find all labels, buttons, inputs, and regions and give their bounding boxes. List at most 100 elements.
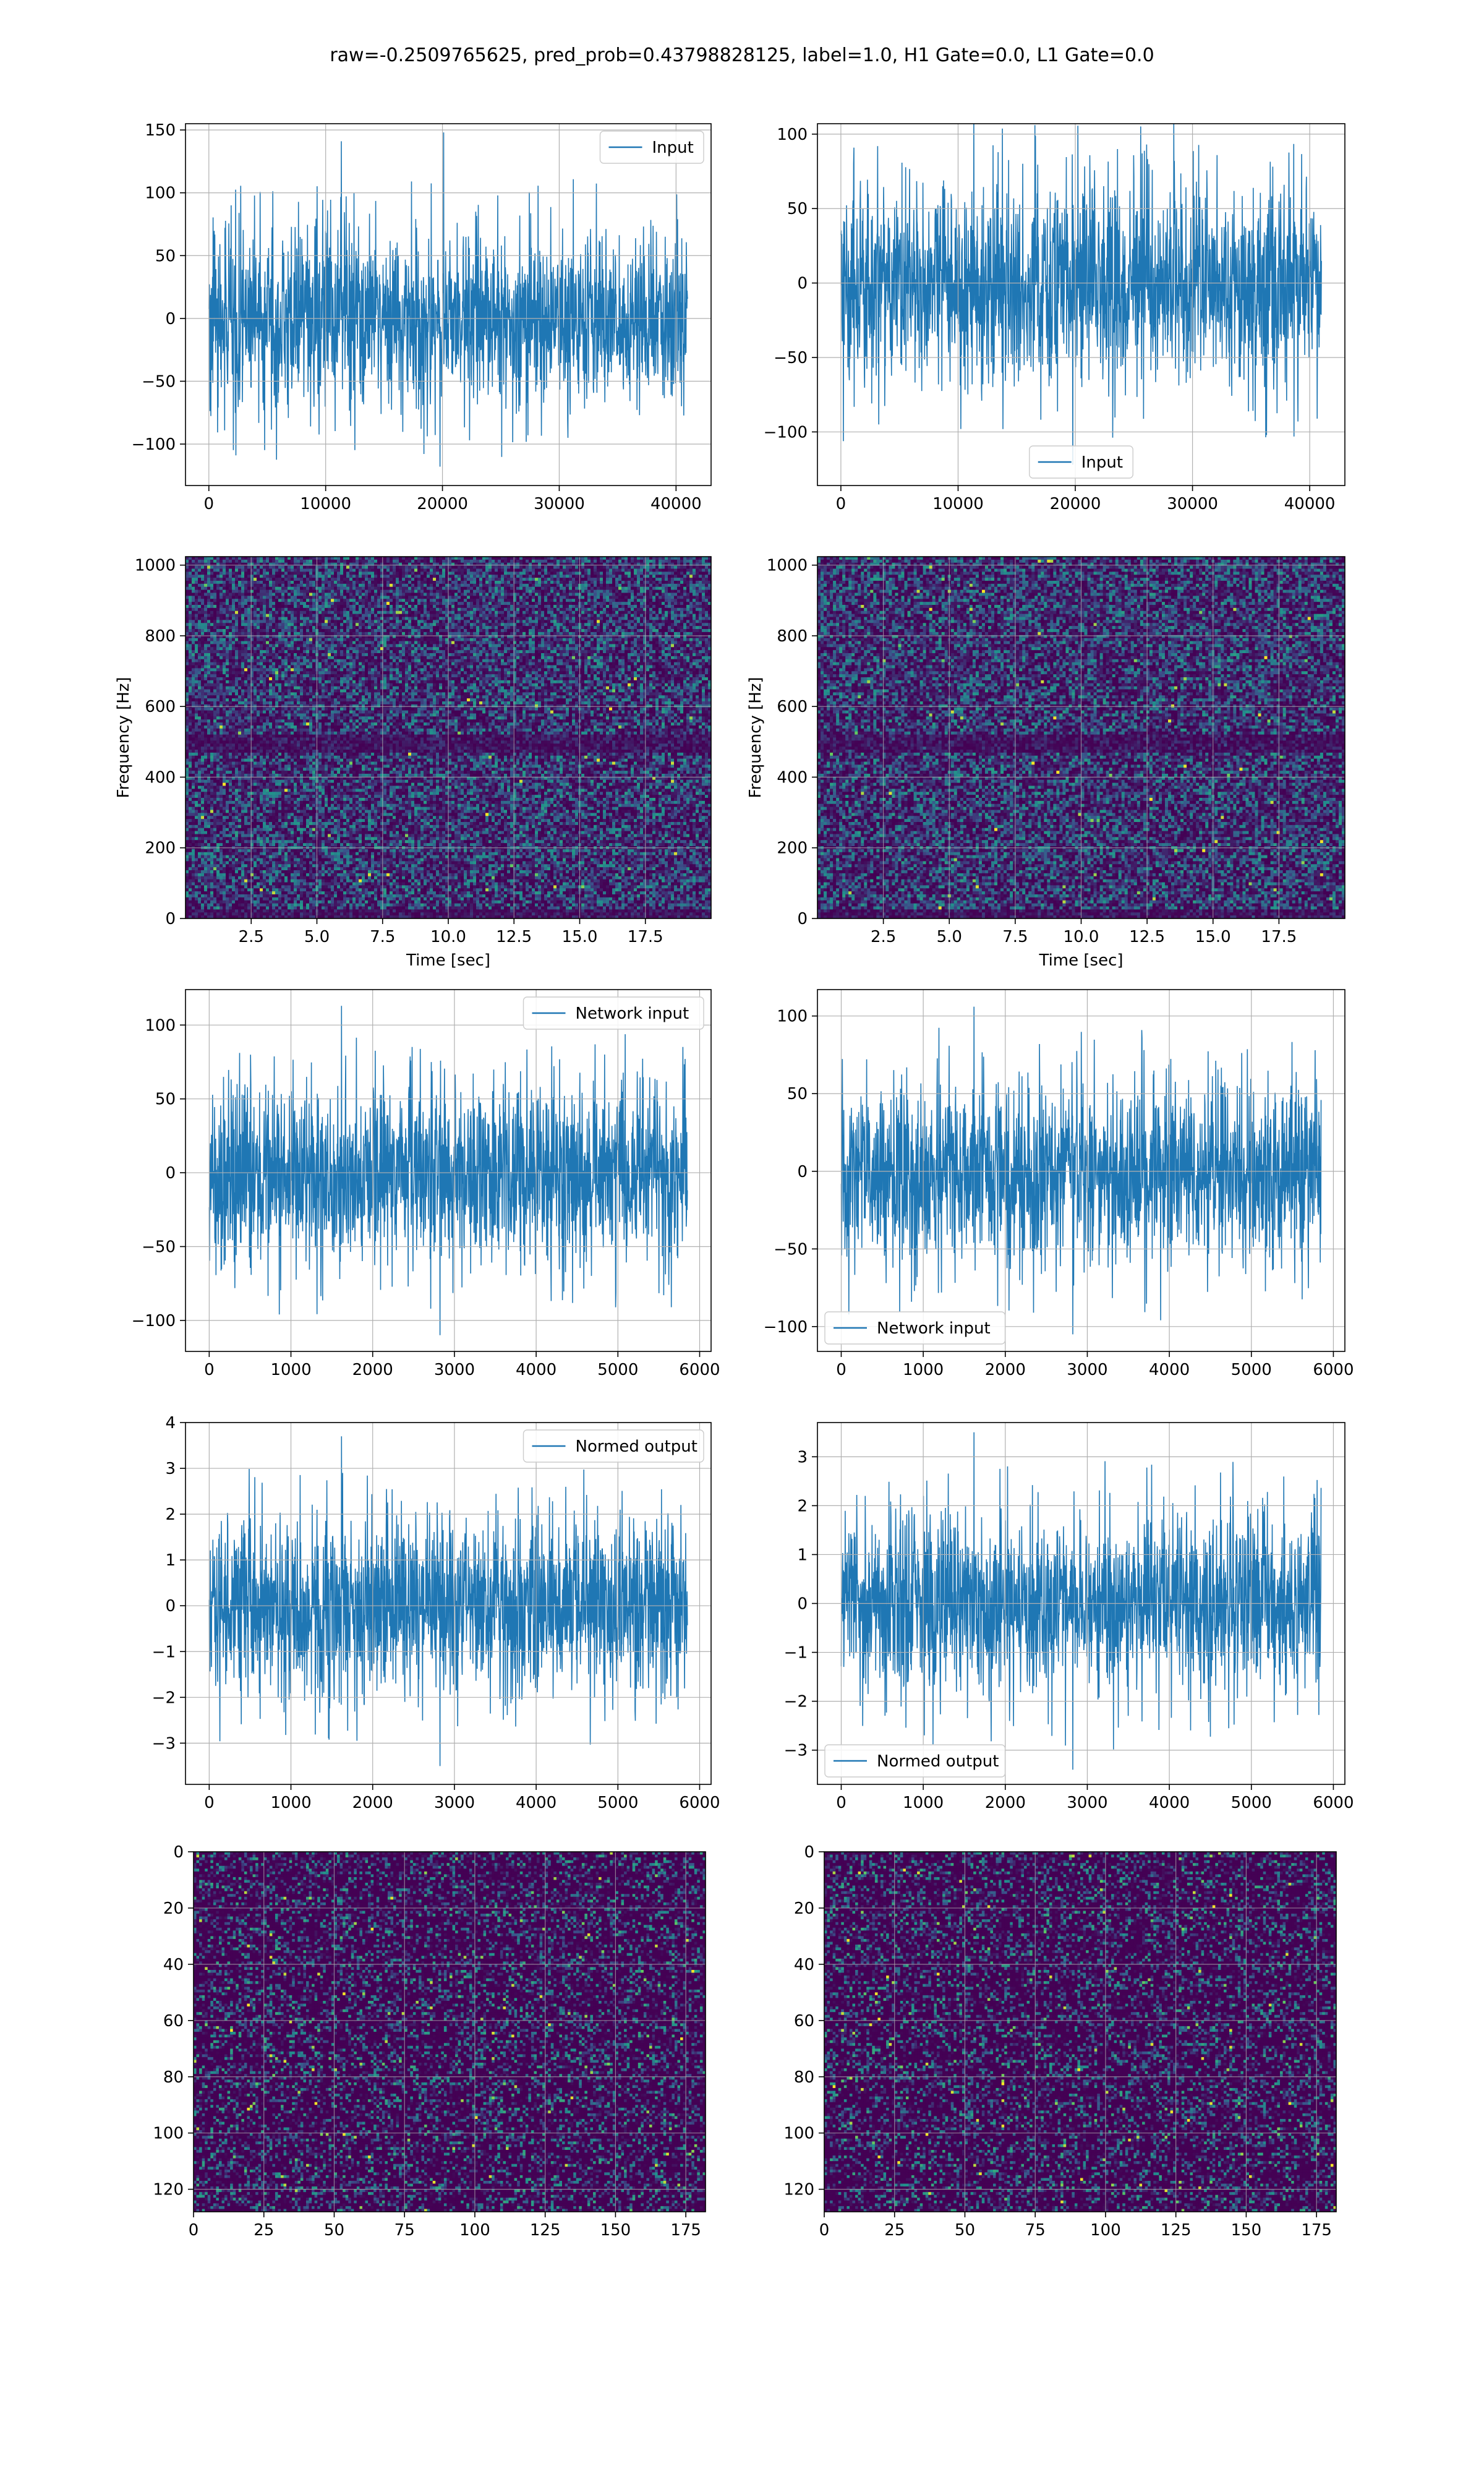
spectrogram-cell	[238, 569, 242, 572]
spectrogram-cell	[229, 563, 232, 566]
spectrogram-cell	[575, 590, 579, 593]
spectrogram-cell	[386, 569, 390, 572]
spectrogram-cell	[275, 560, 279, 563]
spectrogram-cell	[683, 569, 687, 572]
spectrogram-cell	[393, 581, 396, 584]
spectrogram-cell	[507, 575, 511, 578]
spectrogram-cell	[238, 581, 242, 584]
spectrogram-cell	[386, 596, 390, 599]
spectrogram-cell	[334, 602, 338, 605]
spectrogram-cell	[510, 605, 514, 608]
spectrogram-cell	[674, 571, 678, 575]
spectrogram-cell	[461, 593, 464, 596]
spectrogram-cell	[226, 608, 229, 611]
spectrogram-cell	[386, 566, 390, 569]
spectrogram-cell	[417, 571, 421, 575]
spectrogram-cell	[519, 571, 523, 575]
spectrogram-cell	[547, 575, 551, 578]
spectrogram-cell	[677, 599, 681, 602]
spectrogram-cell	[498, 563, 501, 566]
spectrogram-cell	[343, 569, 347, 572]
spectrogram-cell	[396, 560, 399, 563]
spectrogram-cell	[399, 569, 403, 572]
spectrogram-cell	[621, 575, 625, 578]
spectrogram-cell	[467, 560, 471, 563]
spectrogram-cell	[213, 587, 217, 590]
spectrogram-cell	[662, 581, 665, 584]
spectrogram-cell	[705, 560, 709, 563]
spectrogram-cell	[424, 590, 427, 593]
spectrogram-cell	[399, 571, 403, 575]
spectrogram-cell	[417, 581, 421, 584]
spectrogram-cell	[393, 557, 396, 560]
spectrogram-cell	[659, 584, 662, 587]
spectrogram-cell	[488, 599, 492, 602]
spectrogram-cell	[603, 578, 607, 581]
spectrogram-cell	[238, 557, 242, 560]
spectrogram-cell	[374, 571, 378, 575]
spectrogram-cell	[297, 599, 301, 602]
spectrogram-cell	[402, 584, 406, 587]
spectrogram-cell	[309, 596, 313, 599]
spectrogram-cell	[396, 575, 399, 578]
spectrogram-cell	[566, 599, 569, 602]
spectrogram-cell	[488, 584, 492, 587]
spectrogram-cell	[587, 587, 591, 590]
spectrogram-cell	[532, 605, 535, 608]
spectrogram-cell	[544, 584, 548, 587]
spectrogram-cell	[482, 575, 486, 578]
spectrogram-cell	[563, 593, 566, 596]
spectrogram-cell	[244, 602, 248, 605]
spectrogram-cell	[609, 566, 613, 569]
spectrogram-cell	[532, 575, 535, 578]
spectrogram-cell	[436, 581, 440, 584]
spectrogram-cell	[498, 578, 501, 581]
spectrogram-cell	[504, 563, 508, 566]
spectrogram-cell	[365, 599, 369, 602]
spectrogram-cell	[414, 596, 418, 599]
spectrogram-cell	[337, 584, 341, 587]
spectrogram-cell	[662, 593, 665, 596]
spectrogram-cell	[612, 557, 616, 560]
spectrogram-cell	[439, 584, 443, 587]
spectrogram-cell	[238, 571, 242, 575]
spectrogram-cell	[492, 575, 495, 578]
spectrogram-cell	[405, 584, 409, 587]
spectrogram-cell	[470, 584, 474, 587]
spectrogram-cell	[674, 599, 678, 602]
spectrogram-cell	[371, 593, 375, 596]
spectrogram-cell	[668, 596, 672, 599]
spectrogram-cell	[216, 563, 220, 566]
spectrogram-cell	[448, 584, 452, 587]
spectrogram-cell	[427, 593, 430, 596]
spectrogram-cell	[628, 560, 631, 563]
spectrogram-cell	[269, 587, 273, 590]
spectrogram-cell	[232, 569, 236, 572]
spectrogram-cell	[479, 584, 483, 587]
spectrogram-cell	[594, 560, 597, 563]
spectrogram-cell	[393, 584, 396, 587]
spectrogram-cell	[411, 571, 415, 575]
series-line	[841, 113, 1321, 464]
spectrogram-cell	[244, 569, 248, 572]
spectrogram-cell	[649, 560, 653, 563]
spectrogram-cell	[597, 596, 600, 599]
spectrogram-cell	[318, 596, 322, 599]
spectrogram-cell	[306, 575, 310, 578]
spectrogram-cell	[609, 599, 613, 602]
spectrogram-cell	[643, 563, 647, 566]
spectrogram-cell	[553, 557, 557, 560]
spectrogram-cell	[442, 560, 446, 563]
spectrogram-cell	[334, 584, 338, 587]
spectrogram-cell	[637, 599, 641, 602]
spectrogram-cell	[207, 602, 211, 605]
spectrogram-cell	[572, 569, 576, 572]
spectrogram-cell	[229, 566, 232, 569]
spectrogram-cell	[352, 602, 356, 605]
spectrogram-cell	[510, 566, 514, 569]
spectrogram-cell	[609, 602, 613, 605]
x-tick-label: 20000	[417, 495, 468, 513]
spectrogram-cell	[634, 578, 638, 581]
spectrogram-cell	[451, 575, 455, 578]
spectrogram-cell	[591, 557, 594, 560]
